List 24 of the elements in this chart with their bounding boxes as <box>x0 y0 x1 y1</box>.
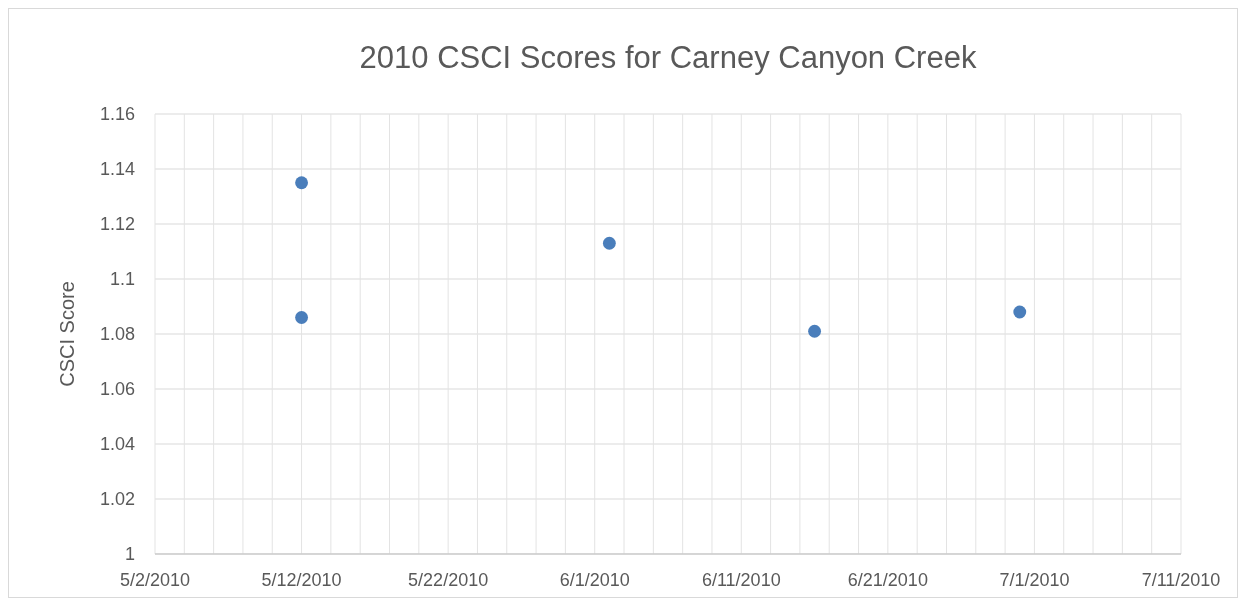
point <box>808 324 821 338</box>
y-tick-label: 1.12 <box>99 214 135 235</box>
y-axis-title: CSCI Score <box>56 281 78 387</box>
x-tick-label: 6/11/2010 <box>701 570 781 590</box>
x-tick-label: 6/21/2010 <box>847 570 928 590</box>
x-tick-label: 5/2/2010 <box>119 570 191 590</box>
y-tick-label: 1.08 <box>99 324 135 345</box>
x-tick-label: 5/22/2010 <box>408 570 489 590</box>
y-tick-label: 1.04 <box>99 434 135 455</box>
point <box>602 236 616 250</box>
y-tick-label: 1.02 <box>99 489 135 510</box>
x-tick-label: 6/1/2010 <box>559 570 630 590</box>
y-tick-label: 1.06 <box>99 379 135 400</box>
x-tick-label: 7/11/2010 <box>1141 570 1221 590</box>
y-tick-label: 1.1 <box>109 269 135 290</box>
x-tick-label: 5/12/2010 <box>261 570 342 590</box>
y-tick-label: 1.16 <box>99 104 135 125</box>
point <box>295 176 308 190</box>
y-tick-label: 1 <box>124 544 135 565</box>
chart-title: 2010 CSCI Scores for Carney Canyon Creek <box>359 40 977 75</box>
point <box>295 311 308 324</box>
point <box>1013 305 1027 319</box>
y-tick-label: 1.14 <box>99 159 135 180</box>
x-tick-label: 7/1/2010 <box>999 570 1070 590</box>
